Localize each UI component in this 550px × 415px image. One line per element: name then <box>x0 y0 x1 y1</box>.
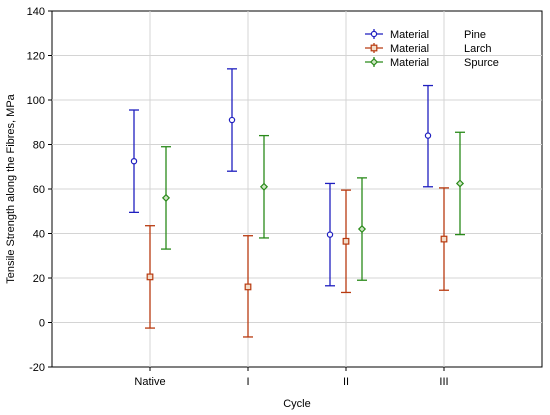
legend-label: Spurce <box>464 57 499 69</box>
x-tick-label: II <box>343 376 349 388</box>
series-spurce <box>161 131 465 281</box>
legend-item-larch: Material Larch <box>365 43 492 55</box>
series-larch <box>145 187 449 338</box>
grid <box>52 11 542 367</box>
mean-marker <box>455 179 465 188</box>
legend-prefix: Material <box>390 29 429 41</box>
series-layer <box>129 68 465 338</box>
mean-marker <box>259 182 269 191</box>
y-tick-label: 80 <box>33 140 45 152</box>
series-pine <box>129 68 433 287</box>
mean-marker <box>424 132 432 139</box>
y-tick-label: 0 <box>39 318 45 330</box>
mean-marker <box>161 193 171 202</box>
y-tick-label: 60 <box>33 184 45 196</box>
x-axis-title: Cycle <box>283 398 311 410</box>
y-tick-label: -20 <box>29 362 45 374</box>
y-axis-title: Tensile Strength along the Fibres, MPa <box>5 93 17 283</box>
legend-prefix: Material <box>390 57 429 69</box>
x-tick-label: III <box>439 376 448 388</box>
mean-marker <box>440 235 448 243</box>
legend-label: Pine <box>464 29 486 41</box>
y-tick-label: 120 <box>27 51 45 63</box>
mean-marker <box>244 283 252 291</box>
y-tick-label: 140 <box>27 6 45 18</box>
x-axis-ticks: Native I II III <box>134 367 449 388</box>
y-tick-label: 40 <box>33 229 45 241</box>
x-tick-label: Native <box>134 376 165 388</box>
legend-swatch-marker <box>369 57 379 67</box>
legend: Material Pine Material Larch Material Spurce <box>365 29 499 69</box>
y-tick-label: 20 <box>33 273 45 285</box>
mean-marker <box>342 237 350 245</box>
legend-item-pine: Material Pine <box>365 29 486 41</box>
legend-label: Larch <box>464 43 492 55</box>
y-axis-ticks: -20 0 20 40 60 80 100 120 140 <box>27 6 52 374</box>
mean-marker <box>357 225 367 234</box>
legend-prefix: Material <box>390 43 429 55</box>
x-tick-label: I <box>246 376 249 388</box>
mean-marker <box>130 157 138 165</box>
legend-swatch-marker <box>370 30 378 38</box>
mean-marker <box>326 231 334 238</box>
legend-item-spurce: Material Spurce <box>365 57 499 69</box>
mean-marker <box>146 273 154 281</box>
legend-swatch-marker <box>370 44 378 52</box>
mean-marker <box>228 116 236 124</box>
y-tick-label: 100 <box>27 95 45 107</box>
